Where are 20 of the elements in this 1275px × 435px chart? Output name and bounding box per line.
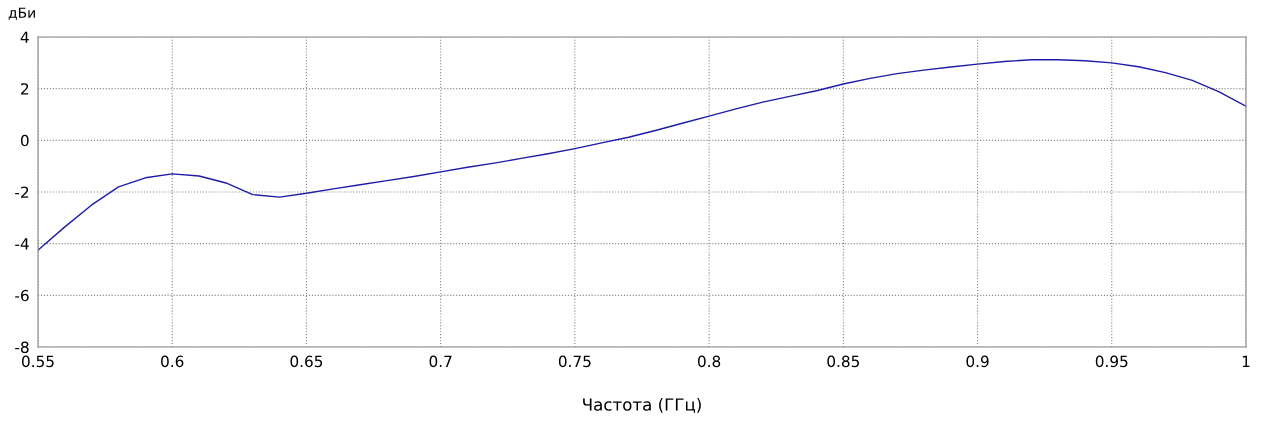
x-tick-label: 0.85 [827,355,860,368]
line-series [38,59,1246,251]
x-tick-label: 0.9 [966,355,989,368]
y-tick-label: 0 [20,134,29,147]
x-tick-label: 0.7 [429,355,452,368]
x-tick-label: 0.55 [22,355,54,368]
x-tick-label: 0.6 [161,355,184,368]
y-tick-label: -6 [15,289,29,302]
x-tick-label: 0.65 [290,355,323,368]
y-tick-label: -2 [15,186,29,198]
x-tick-label: 1 [1242,355,1250,367]
y-tick-label: -8 [15,341,29,354]
y-tick-label: 4 [20,31,29,43]
x-axis-title: Частота (ГГц) [583,397,701,413]
x-tick-label: 0.75 [558,355,591,368]
y-tick-label: -4 [15,238,29,250]
y-axis-title: дБи [8,7,35,20]
x-tick-label: 0.95 [1095,355,1128,368]
y-tick-label: 2 [21,83,29,95]
x-tick-label: 0.8 [697,355,721,368]
